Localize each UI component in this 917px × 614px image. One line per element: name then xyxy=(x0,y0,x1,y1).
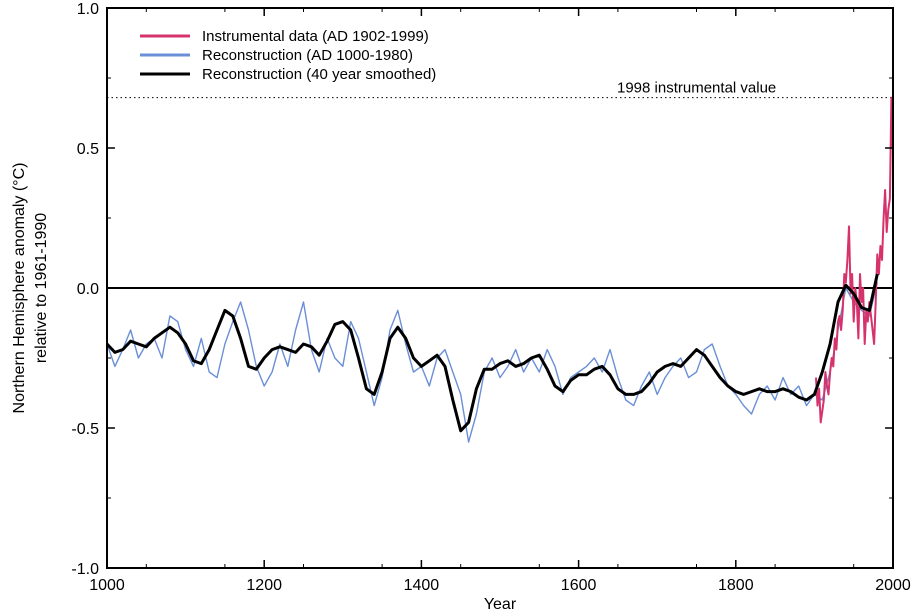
reconstruction-series-line xyxy=(106,282,878,443)
y-tick-label: 1.0 xyxy=(77,1,99,18)
plot-area: 1998 instrumental value xyxy=(105,80,894,443)
reference-line-label: 1998 instrumental value xyxy=(617,80,776,97)
instrumental-series-line xyxy=(815,96,894,424)
y-tick-label: -1.0 xyxy=(71,561,99,578)
y-tick-label: 0.5 xyxy=(77,141,99,158)
x-tick-label: 2000 xyxy=(875,577,911,594)
y-axis-title-line2: relative to 1961-1990 xyxy=(33,213,50,363)
axes: 1000 1200 1400 1600 1800 2000 -1.0 -0.5 0.0 0.5 1.… xyxy=(11,1,911,613)
x-tick-label: 1200 xyxy=(246,577,282,594)
legend-label: Reconstruction (40 year smoothed) xyxy=(202,66,436,83)
y-tick-label: 0.0 xyxy=(77,281,99,298)
x-tick-label: 1800 xyxy=(718,577,754,594)
smoothed-series-line xyxy=(105,273,879,433)
legend-label: Instrumental data (AD 1902-1999) xyxy=(202,28,429,45)
legend: Instrumental data (AD 1902-1999) Reconstr… xyxy=(140,28,436,83)
y-tick-label: -0.5 xyxy=(71,421,99,438)
x-tick-label: 1400 xyxy=(404,577,440,594)
x-axis-title: Year xyxy=(484,596,517,613)
x-tick-label: 1600 xyxy=(561,577,597,594)
x-tick-label: 1000 xyxy=(89,577,125,594)
legend-label: Reconstruction (AD 1000-1980) xyxy=(202,47,413,64)
y-axis-title: Northern Hemisphere anomaly (°C) xyxy=(11,163,28,414)
